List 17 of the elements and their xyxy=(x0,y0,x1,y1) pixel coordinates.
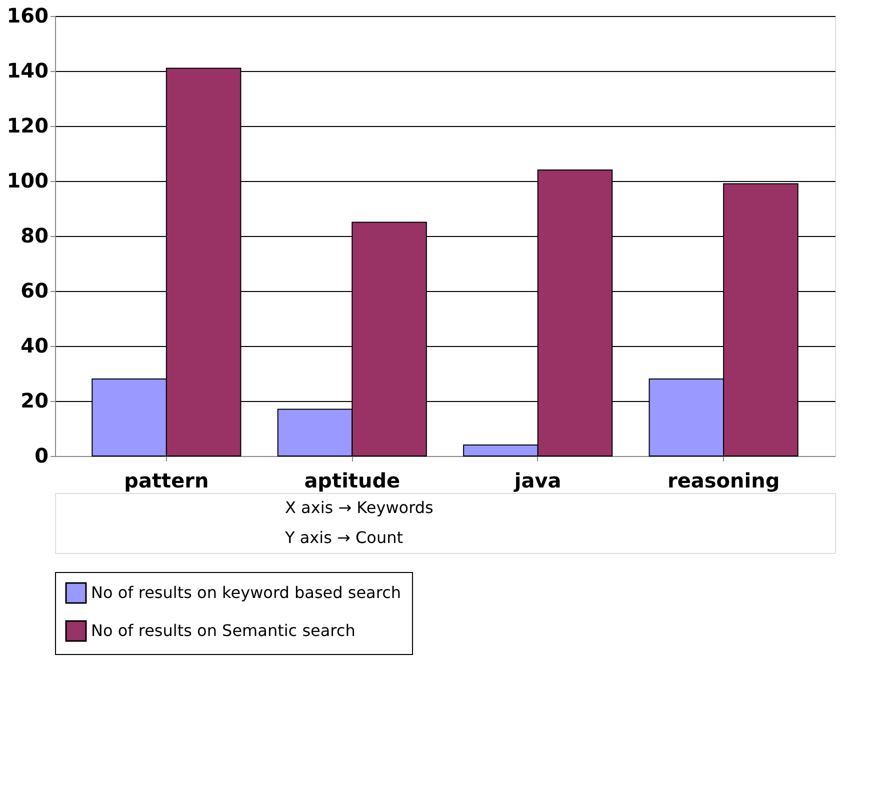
y-tick-label: 80 xyxy=(20,224,48,248)
legend-label: No of results on keyword based search xyxy=(91,583,402,602)
x-tick-label: pattern xyxy=(124,468,209,492)
y-tick-label: 40 xyxy=(20,334,48,358)
y-tick-label: 100 xyxy=(6,168,48,192)
text: Y axis → Count xyxy=(284,528,404,547)
legend-label: No of results on Semantic search xyxy=(91,621,356,640)
y-tick-label: 20 xyxy=(20,388,48,412)
x-tick-label: reasoning xyxy=(667,468,780,492)
y-tick-label: 140 xyxy=(6,58,48,82)
text: X axis → Keywords xyxy=(285,498,434,517)
y-tick-label: 120 xyxy=(6,114,48,138)
y-tick-label: 0 xyxy=(34,444,48,468)
y-tick-label: 160 xyxy=(6,4,48,28)
y-tick-label: 60 xyxy=(20,278,48,302)
x-tick-label: java xyxy=(513,468,562,492)
x-tick-label: aptitude xyxy=(304,468,400,492)
